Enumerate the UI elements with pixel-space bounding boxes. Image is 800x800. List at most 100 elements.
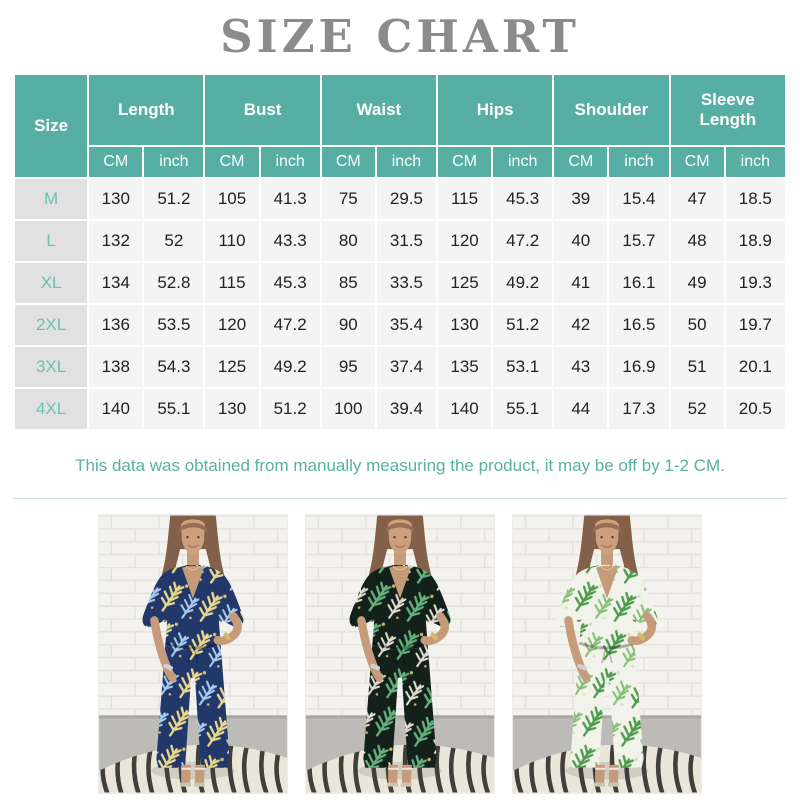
- inch-value-cell: 51.2: [493, 305, 553, 345]
- column-header-sleeve-length: Sleeve Length: [670, 75, 785, 145]
- cm-value-cell: 48: [670, 221, 724, 261]
- inch-value-cell: 52.8: [144, 263, 204, 303]
- divider-line: [13, 498, 787, 499]
- cm-value-cell: 40: [554, 221, 608, 261]
- inch-value-cell: 41.3: [260, 179, 320, 219]
- cm-value-cell: 130: [205, 389, 259, 429]
- inch-value-cell: 35.4: [376, 305, 436, 345]
- inch-value-cell: 33.5: [376, 263, 436, 303]
- cm-value-cell: 130: [437, 305, 492, 345]
- cm-value-cell: 90: [321, 305, 375, 345]
- cm-value-cell: 130: [89, 179, 143, 219]
- inch-value-cell: 18.5: [725, 179, 785, 219]
- product-photo-black-green-leaf-print-jumpsuit: [305, 514, 495, 794]
- inch-value-cell: 16.9: [609, 347, 669, 387]
- size-chart-table: Size Length Bust Waist Hips Shoulder Sle…: [13, 73, 787, 431]
- table-row: M 130 51.2 105 41.3 75 29.5 115 45.3 39 15.4 47 18.5: [15, 179, 785, 219]
- inch-value-cell: 52: [144, 221, 204, 261]
- size-cell: 2XL: [15, 305, 88, 345]
- model-figure: [556, 515, 658, 787]
- cm-value-cell: 132: [89, 221, 143, 261]
- inch-value-cell: 16.1: [609, 263, 669, 303]
- cm-value-cell: 110: [205, 221, 259, 261]
- inch-value-cell: 43.3: [260, 221, 320, 261]
- cm-value-cell: 138: [89, 347, 143, 387]
- cm-value-cell: 51: [670, 347, 724, 387]
- table-row: 3XL 138 54.3 125 49.2 95 37.4 135 53.1 43 16.9 51 20…: [15, 347, 785, 387]
- inch-value-cell: 51.2: [260, 389, 320, 429]
- inch-value-cell: 19.3: [725, 263, 785, 303]
- unit-header-inch: inch: [609, 147, 669, 177]
- inch-value-cell: 49.2: [260, 347, 320, 387]
- unit-header-inch: inch: [260, 147, 320, 177]
- inch-value-cell: 53.5: [144, 305, 204, 345]
- unit-header-cm: CM: [321, 147, 375, 177]
- cm-value-cell: 135: [437, 347, 492, 387]
- cm-value-cell: 47: [670, 179, 724, 219]
- table-row: 2XL 136 53.5 120 47.2 90 35.4 130 51.2 42 16.5 50 19…: [15, 305, 785, 345]
- inch-value-cell: 29.5: [376, 179, 436, 219]
- jumpsuit-photo-illustration: [99, 515, 287, 793]
- measurement-note: This data was obtained from manually mea…: [75, 456, 725, 475]
- cm-value-cell: 43: [554, 347, 608, 387]
- size-cell: L: [15, 221, 88, 261]
- unit-header-cm: CM: [437, 147, 492, 177]
- inch-value-cell: 20.5: [725, 389, 785, 429]
- table-row: L 132 52 110 43.3 80 31.5 120 47.2 40 15.7 48 18.9: [15, 221, 785, 261]
- table-row: XL 134 52.8 115 45.3 85 33.5 125 49.2 41 16.1 49 19.…: [15, 263, 785, 303]
- cm-value-cell: 44: [554, 389, 608, 429]
- table-row: 4XL 140 55.1 130 51.2 100 39.4 140 55.1 44 17.3 52 2…: [15, 389, 785, 429]
- inch-value-cell: 55.1: [493, 389, 553, 429]
- size-cell: XL: [15, 263, 88, 303]
- cm-value-cell: 125: [205, 347, 259, 387]
- column-header-shoulder: Shoulder: [554, 75, 669, 145]
- model-figure: [142, 515, 244, 787]
- inch-value-cell: 47.2: [493, 221, 553, 261]
- column-header-length: Length: [89, 75, 204, 145]
- cm-value-cell: 125: [437, 263, 492, 303]
- unit-header-inch: inch: [725, 147, 785, 177]
- unit-header-inch: inch: [493, 147, 553, 177]
- inch-value-cell: 19.7: [725, 305, 785, 345]
- cm-value-cell: 100: [321, 389, 375, 429]
- unit-header-inch: inch: [376, 147, 436, 177]
- model-figure: [349, 515, 451, 787]
- cm-value-cell: 140: [437, 389, 492, 429]
- cm-value-cell: 136: [89, 305, 143, 345]
- cm-value-cell: 80: [321, 221, 375, 261]
- size-cell: M: [15, 179, 88, 219]
- cm-value-cell: 50: [670, 305, 724, 345]
- product-photo-white-green-leaf-print-jumpsuit: [512, 514, 702, 794]
- size-cell: 3XL: [15, 347, 88, 387]
- cm-value-cell: 115: [437, 179, 492, 219]
- unit-header-cm: CM: [670, 147, 724, 177]
- inch-value-cell: 31.5: [376, 221, 436, 261]
- product-photos: [0, 514, 800, 794]
- size-cell: 4XL: [15, 389, 88, 429]
- inch-value-cell: 20.1: [725, 347, 785, 387]
- inch-value-cell: 37.4: [376, 347, 436, 387]
- inch-value-cell: 39.4: [376, 389, 436, 429]
- jumpsuit-photo-illustration: [306, 515, 494, 793]
- inch-value-cell: 54.3: [144, 347, 204, 387]
- cm-value-cell: 49: [670, 263, 724, 303]
- inch-value-cell: 55.1: [144, 389, 204, 429]
- product-photo-navy-leaf-print-jumpsuit: [98, 514, 288, 794]
- column-header-hips: Hips: [437, 75, 553, 145]
- inch-value-cell: 15.7: [609, 221, 669, 261]
- jumpsuit-photo-illustration: [513, 515, 701, 793]
- cm-value-cell: 42: [554, 305, 608, 345]
- unit-header-cm: CM: [554, 147, 608, 177]
- inch-value-cell: 47.2: [260, 305, 320, 345]
- inch-value-cell: 45.3: [493, 179, 553, 219]
- inch-value-cell: 15.4: [609, 179, 669, 219]
- cm-value-cell: 95: [321, 347, 375, 387]
- cm-value-cell: 41: [554, 263, 608, 303]
- inch-value-cell: 17.3: [609, 389, 669, 429]
- cm-value-cell: 75: [321, 179, 375, 219]
- inch-value-cell: 51.2: [144, 179, 204, 219]
- unit-header-cm: CM: [205, 147, 259, 177]
- column-header-size: Size: [15, 75, 88, 177]
- cm-value-cell: 85: [321, 263, 375, 303]
